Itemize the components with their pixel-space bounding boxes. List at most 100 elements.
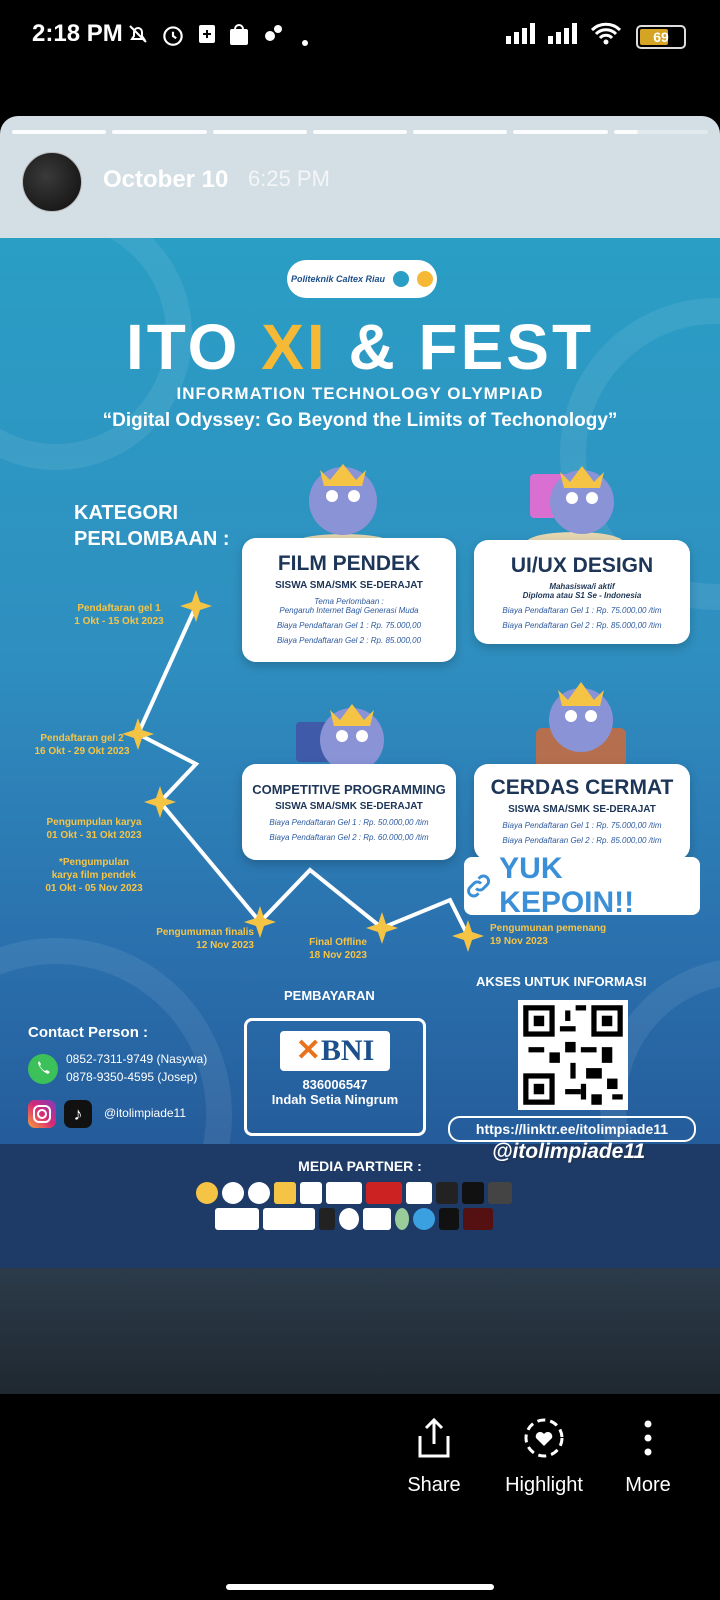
card-theme: Pengaruh Internet Bagi Generasi Muda [279, 606, 419, 615]
partner-logos-row-2 [204, 1208, 504, 1230]
more-button[interactable]: More [588, 1416, 708, 1497]
highlight-heart-icon [484, 1416, 604, 1466]
yuk-kepoin-link-sticker[interactable]: YUK KEPOIN!! [464, 852, 700, 919]
card-fee-1: Biaya Pendaftaran Gel 1 : Rp. 75.000,00 [276, 621, 422, 630]
shop-bag-icon [228, 22, 250, 52]
whatsapp-icon [28, 1054, 58, 1084]
battery-level: 69 [653, 29, 669, 45]
timeline-label-5: Pengumuman finalis 12 Nov 2023 [156, 927, 254, 951]
sponsor-logo-pill: Politeknik Caltex Riau [287, 260, 437, 298]
timeline-label-6: Final Offline 18 Nov 2023 [309, 937, 367, 961]
card-audience: SISWA SMA/SMK SE-DERAJAT [275, 580, 423, 591]
card-audience: Mahasiswa/i aktif [549, 582, 615, 591]
poster-title: ITO XI & FEST [125, 311, 595, 383]
share-label: Share [407, 1474, 461, 1496]
card-audience: SISWA SMA/SMK SE-DERAJAT [508, 804, 656, 815]
share-icon [374, 1416, 494, 1466]
logo-mark-icon [393, 271, 410, 287]
progress-segment [112, 130, 207, 134]
media-partner-band [0, 1144, 720, 1268]
contact-phone-1: 0852-7311-9749 (Nasywa) [66, 1052, 208, 1066]
contact-phone-2: 0878-9350-4595 (Josep) [66, 1070, 198, 1084]
poster-subtitle: INFORMATION TECHNOLOGY OLYMPIAD [176, 384, 544, 403]
bni-logo: ✕BNI [280, 1031, 390, 1071]
account-name: Indah Setia Ningrum [271, 1092, 399, 1107]
logo-mark-icon-2 [417, 271, 434, 287]
progress-segment [212, 130, 307, 134]
card-title: COMPETITIVE PROGRAMMING [252, 782, 446, 797]
progress-segment [12, 130, 107, 134]
bni-payment-box: ✕BNI 836006547 Indah Setia Ningrum [244, 1018, 426, 1136]
status-time: 2:18 PM [32, 20, 123, 47]
mute-bell-icon [126, 22, 150, 52]
more-label: More [625, 1474, 671, 1496]
social-handle: @itolimpiade11 [104, 1106, 187, 1120]
partner-logos-row-1 [184, 1182, 524, 1204]
status-bar: 2:18 PM 69 [0, 0, 720, 72]
share-button[interactable]: Share [374, 1416, 494, 1497]
instagram-icon [28, 1100, 56, 1128]
timeline-label-4: *Pengumpulan karya film pendek 01 Okt - 05… [45, 857, 143, 894]
card-uiux-design: UI/UX DESIGN Mahasiswa/i aktif Diploma a… [474, 540, 690, 644]
signal-icon-2 [548, 22, 582, 50]
card-audience-2: Diploma atau S1 Se - Indonesia [522, 591, 642, 600]
handle-big: @itolimpiade11 [492, 1140, 646, 1163]
mascot-programming-icon [294, 704, 398, 792]
story-progress-bar [12, 130, 708, 134]
card-title: UI/UX DESIGN [510, 554, 654, 577]
kategori-heading: KATEGORI PERLOMBAAN : [74, 502, 230, 550]
highlight-button[interactable]: Highlight [484, 1416, 604, 1497]
plus-app-icon [198, 22, 216, 50]
story-viewer[interactable]: Politeknik Caltex Riau ITO XI & FEST INF… [0, 116, 720, 1394]
wifi-icon [590, 22, 622, 52]
card-fee-2: Biaya Pendaftaran Gel 2 : Rp. 85.000,00 … [502, 836, 662, 845]
account-number: 836006547 [302, 1077, 368, 1092]
qr-code-icon [518, 1000, 628, 1110]
card-fee-2: Biaya Pendaftaran Gel 2 : Rp. 85.000,00 [276, 636, 422, 645]
card-fee-2: Biaya Pendaftaran Gel 2 : Rp. 85.000,00 … [502, 621, 662, 630]
link-icon [467, 874, 491, 898]
card-fee-1: Biaya Pendaftaran Gel 1 : Rp. 75.000,00 … [502, 606, 662, 615]
progress-segment [513, 130, 608, 134]
timeline-label-2: Pendaftaran gel 2 16 Okt - 29 Okt 2023 [34, 733, 130, 757]
story-poster-image: Politeknik Caltex Riau ITO XI & FEST INF… [0, 238, 720, 1268]
timeline-label-3: Pengumpulan karya 01 Okt - 31 Okt 2023 [46, 817, 142, 841]
pembayaran-heading: PEMBAYARAN [284, 988, 375, 1003]
home-indicator[interactable] [226, 1584, 494, 1590]
alarm-icon [160, 22, 186, 54]
settings-icon [262, 22, 284, 50]
more-vertical-icon [588, 1416, 708, 1466]
dot-icon [302, 26, 308, 52]
story-header [0, 116, 720, 238]
card-theme-label: Tema Perlombaan : [314, 597, 384, 606]
tiktok-icon: ♪ [64, 1100, 92, 1128]
signal-icon [506, 22, 540, 50]
card-audience: SISWA SMA/SMK SE-DERAJAT [275, 801, 423, 812]
card-fee-2: Biaya Pendaftaran Gel 2 : Rp. 60.000,00 … [269, 833, 429, 842]
linktree-link: https://linktr.ee/itolimpiade11 [448, 1116, 696, 1142]
card-competitive-programming: COMPETITIVE PROGRAMMING SISWA SMA/SMK SE… [242, 764, 456, 860]
avatar[interactable] [22, 152, 82, 212]
poster-tagline: “Digital Odyssey: Go Beyond the Limits o… [102, 410, 618, 431]
card-title: FILM PENDEK [277, 552, 421, 575]
mascot-uiux-icon [527, 466, 623, 552]
akses-heading: AKSES UNTUK INFORMASI [476, 974, 647, 989]
highlight-label: Highlight [505, 1474, 583, 1496]
progress-segment [413, 130, 508, 134]
card-cerdas-cermat: CERDAS CERMAT SISWA SMA/SMK SE-DERAJAT B… [474, 764, 690, 860]
battery-icon: 69 [636, 25, 686, 49]
progress-segment-current [613, 130, 708, 134]
card-film-pendek: FILM PENDEK SISWA SMA/SMK SE-DERAJAT Tem… [242, 538, 456, 662]
story-bottom-area [0, 1268, 720, 1394]
timeline-path [122, 590, 484, 952]
card-title: CERDAS CERMAT [490, 776, 674, 799]
card-fee-1: Biaya Pendaftaran Gel 1 : Rp. 75.000,00 … [502, 821, 662, 830]
sticker-label: YUK KEPOIN!! [499, 852, 635, 919]
timeline-label-7: Pengumunan pemenang 19 Nov 2023 [490, 923, 607, 947]
card-fee-1: Biaya Pendaftaran Gel 1 : Rp. 50.000,00 … [269, 818, 429, 827]
logo-text: Politeknik Caltex Riau [290, 274, 386, 284]
story-date: October 10 [103, 166, 229, 193]
story-time: 6:25 PM [248, 166, 330, 191]
progress-segment [312, 130, 408, 134]
